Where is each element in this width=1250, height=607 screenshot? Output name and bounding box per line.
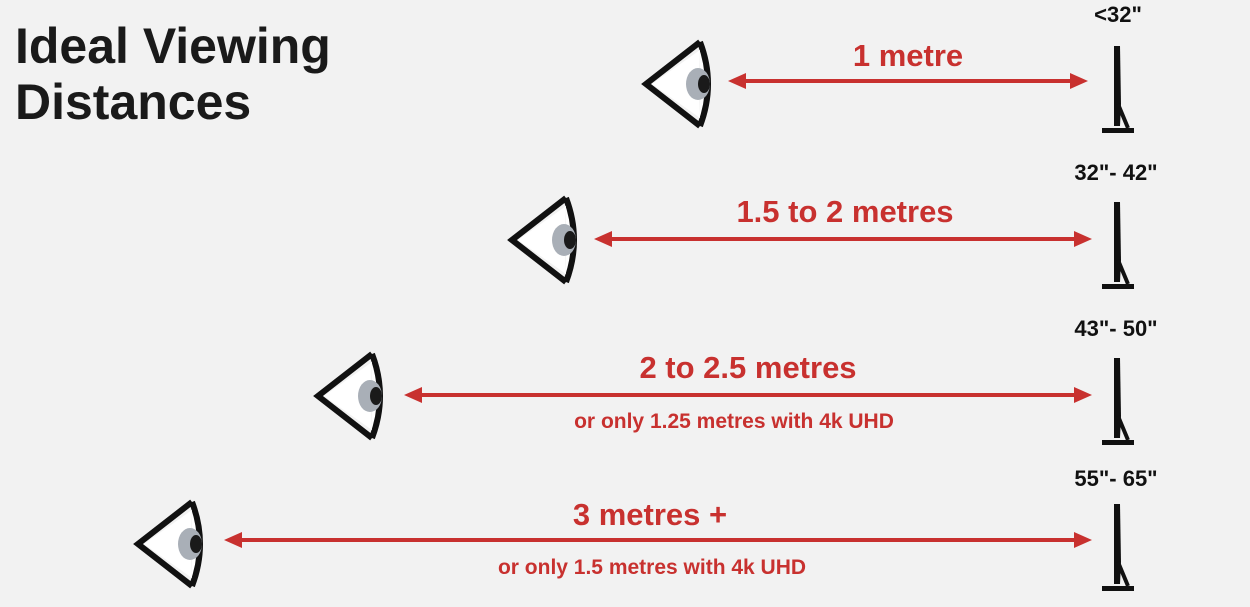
distance-label: 1.5 to 2 metres — [736, 194, 953, 230]
eye-icon — [130, 494, 210, 594]
viewing-row-4: 55"- 65" 3 metres + or only 1.5 metres w… — [0, 0, 1250, 150]
tv-side-icon — [1100, 200, 1136, 292]
uhd-note: or only 1.25 metres with 4k UHD — [574, 410, 894, 434]
tv-size-label: 43"- 50" — [1074, 316, 1157, 342]
eye-icon — [504, 190, 584, 290]
tv-side-icon — [1100, 356, 1136, 448]
distance-arrow — [594, 231, 1092, 247]
tv-size-label: 32"- 42" — [1074, 160, 1157, 186]
tv-side-icon — [1100, 502, 1136, 594]
uhd-note: or only 1.5 metres with 4k UHD — [498, 556, 806, 580]
distance-label: 2 to 2.5 metres — [639, 350, 856, 386]
distance-arrow — [404, 387, 1092, 403]
tv-size-label: 55"- 65" — [1074, 466, 1157, 492]
eye-icon — [310, 346, 390, 446]
distance-arrow — [224, 532, 1092, 548]
distance-label: 3 metres + — [573, 497, 727, 533]
